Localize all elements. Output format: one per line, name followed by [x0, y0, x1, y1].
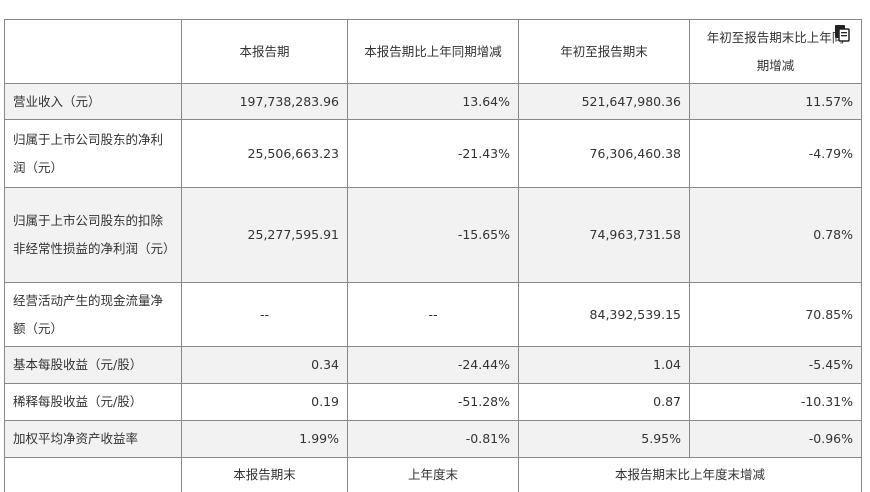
row-label: 归属于上市公司股东的净利润（元） — [4, 119, 182, 188]
cell-yoy: -51.28% — [347, 383, 519, 421]
cell-ytd-yoy: -0.96% — [689, 420, 862, 458]
cell-ytd: 521,647,980.36 — [518, 83, 690, 120]
header-cell-label — [4, 19, 182, 84]
cell-ytd-yoy: 11.57% — [689, 83, 862, 120]
footer-change: 本报告期末比上年度末增减 — [518, 457, 862, 492]
row-label: 稀释每股收益（元/股） — [4, 383, 182, 421]
cell-ytd: 0.87 — [518, 383, 690, 421]
table-row: 营业收入（元） 197,738,283.96 13.64% 521,647,98… — [4, 83, 862, 120]
table-row: 稀释每股收益（元/股） 0.19 -51.28% 0.87 -10.31% — [4, 383, 862, 421]
cell-yoy: -21.43% — [347, 119, 519, 188]
cell-current: 0.19 — [181, 383, 348, 421]
cell-ytd: 74,963,731.58 — [518, 187, 690, 283]
header-cell-ytd-yoy-line2: 期增减 — [756, 57, 795, 73]
footer-header-row: 本报告期末 上年度末 本报告期末比上年度末增减 — [4, 457, 862, 492]
header-cell-yoy-change: 本报告期比上年同期增减 — [347, 19, 519, 84]
cell-current: 25,277,595.91 — [181, 187, 348, 283]
cell-ytd: 84,392,539.15 — [518, 282, 690, 347]
cell-ytd-yoy: -4.79% — [689, 119, 862, 188]
header-cell-ytd: 年初至报告期末 — [518, 19, 690, 84]
cell-yoy: 13.64% — [347, 83, 519, 120]
header-cell-current-period: 本报告期 — [181, 19, 348, 84]
cell-current: 0.34 — [181, 346, 348, 384]
row-label: 归属于上市公司股东的扣除非经常性损益的净利润（元） — [4, 187, 182, 283]
financial-summary-table: 本报告期 本报告期比上年同期增减 年初至报告期末 年初至报告期末比上年同 期增减… — [4, 19, 862, 492]
row-label: 基本每股收益（元/股） — [4, 346, 182, 384]
cell-yoy: -- — [347, 282, 519, 347]
table-row: 归属于上市公司股东的净利润（元） 25,506,663.23 -21.43% 7… — [4, 119, 862, 188]
row-label: 营业收入（元） — [4, 83, 182, 120]
table-row: 经营活动产生的现金流量净额（元） -- -- 84,392,539.15 70.… — [4, 282, 862, 347]
cell-ytd-yoy: 0.78% — [689, 187, 862, 283]
cell-yoy: -0.81% — [347, 420, 519, 458]
table-row: 加权平均净资产收益率 1.99% -0.81% 5.95% -0.96% — [4, 420, 862, 458]
cell-current: 25,506,663.23 — [181, 119, 348, 188]
cell-yoy: -24.44% — [347, 346, 519, 384]
row-label: 经营活动产生的现金流量净额（元） — [4, 282, 182, 347]
cell-yoy: -15.65% — [347, 187, 519, 283]
footer-empty-cell — [4, 457, 182, 492]
footer-prior-year-end: 上年度末 — [347, 457, 519, 492]
cell-ytd-yoy: 70.85% — [689, 282, 862, 347]
cell-current: -- — [181, 282, 348, 347]
cell-ytd: 5.95% — [518, 420, 690, 458]
cell-ytd: 1.04 — [518, 346, 690, 384]
header-cell-ytd-yoy-line1: 年初至报告期末比上年同 — [706, 29, 845, 45]
financial-table-container: 本报告期 本报告期比上年同期增减 年初至报告期末 年初至报告期末比上年同 期增减… — [4, 19, 862, 492]
footer-period-end: 本报告期末 — [181, 457, 348, 492]
copy-icon[interactable] — [833, 24, 851, 42]
header-row: 本报告期 本报告期比上年同期增减 年初至报告期末 年初至报告期末比上年同 期增减 — [4, 19, 862, 84]
header-cell-ytd-yoy-change: 年初至报告期末比上年同 期增减 — [689, 19, 862, 84]
row-label: 加权平均净资产收益率 — [4, 420, 182, 458]
cell-current: 1.99% — [181, 420, 348, 458]
cell-current: 197,738,283.96 — [181, 83, 348, 120]
table-row: 基本每股收益（元/股） 0.34 -24.44% 1.04 -5.45% — [4, 346, 862, 384]
cell-ytd: 76,306,460.38 — [518, 119, 690, 188]
cell-ytd-yoy: -5.45% — [689, 346, 862, 384]
table-row: 归属于上市公司股东的扣除非经常性损益的净利润（元） 25,277,595.91 … — [4, 187, 862, 283]
cell-ytd-yoy: -10.31% — [689, 383, 862, 421]
